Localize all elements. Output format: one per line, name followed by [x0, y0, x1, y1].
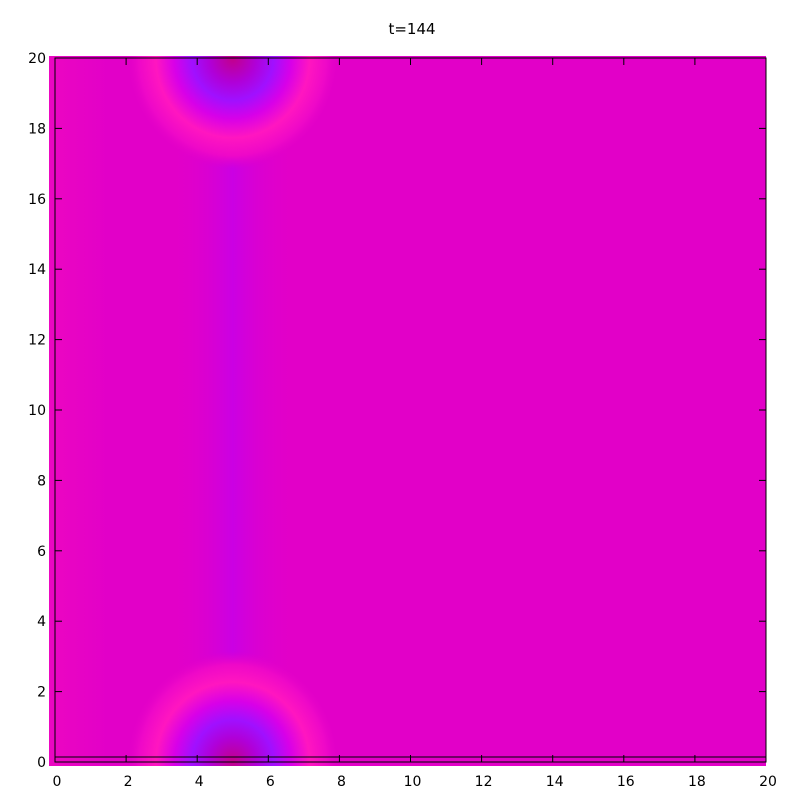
heatmap-ring-1 — [126, 651, 340, 766]
x-axis: 0 2 4 6 8 10 12 14 16 18 20 — [53, 58, 777, 790]
y-tick-label: 10 — [28, 403, 46, 419]
heatmap-features — [126, 56, 340, 766]
y-tick-label: 14 — [28, 262, 46, 278]
y-tick-label: 16 — [28, 192, 46, 208]
y-axis: 0 2 4 6 8 10 12 14 16 18 20 — [28, 51, 766, 771]
heatmap-ring-2 — [126, 56, 340, 169]
x-tick-label: 6 — [266, 774, 275, 790]
y-tick-label: 8 — [37, 473, 46, 489]
x-tick-label: 8 — [337, 774, 346, 790]
x-tick-label: 14 — [546, 774, 564, 790]
x-tick-label: 4 — [195, 774, 204, 790]
x-tick-label: 16 — [617, 774, 635, 790]
x-tick-label: 0 — [53, 774, 62, 790]
y-tick-label: 0 — [37, 755, 46, 771]
chart-title: t=144 — [388, 20, 435, 38]
y-tick-label: 4 — [37, 614, 46, 630]
x-tick-label: 20 — [759, 774, 777, 790]
x-tick-label: 18 — [688, 774, 706, 790]
y-tick-label: 12 — [28, 333, 46, 349]
y-tick-label: 6 — [37, 544, 46, 560]
plot-area — [49, 56, 766, 766]
heatmap-field — [49, 56, 766, 766]
heatmap-edge-left — [49, 56, 109, 766]
y-tick-label: 18 — [28, 121, 46, 137]
x-tick-label: 10 — [404, 774, 422, 790]
x-tick-label: 2 — [124, 774, 133, 790]
heatmap-band — [168, 56, 297, 766]
y-tick-label: 20 — [28, 51, 46, 67]
y-tick-label: 2 — [37, 685, 46, 701]
x-tick-label: 12 — [475, 774, 493, 790]
